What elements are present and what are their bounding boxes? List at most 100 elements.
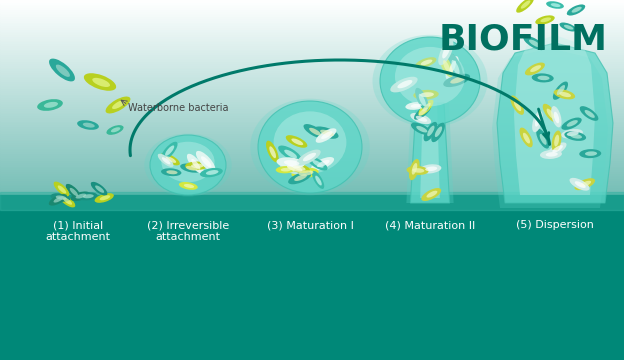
Ellipse shape [90, 182, 107, 195]
Bar [0, 355, 624, 358]
Bar [0, 294, 624, 297]
Bar [0, 206, 624, 209]
Bar [0, 89, 624, 92]
Ellipse shape [284, 160, 300, 166]
Bar [0, 318, 624, 320]
Ellipse shape [76, 194, 86, 199]
Bar [0, 312, 624, 315]
Bar [0, 201, 624, 203]
Ellipse shape [187, 154, 203, 174]
Bar [0, 226, 624, 229]
Ellipse shape [442, 44, 451, 58]
Bar [0, 26, 624, 29]
Bar [0, 0, 624, 2]
Ellipse shape [258, 101, 362, 193]
Bar [0, 76, 624, 79]
Ellipse shape [70, 188, 78, 196]
Bar [0, 46, 624, 49]
Ellipse shape [71, 192, 90, 201]
Ellipse shape [281, 168, 291, 171]
Ellipse shape [192, 159, 200, 170]
Bar [0, 1, 624, 4]
Ellipse shape [276, 166, 295, 173]
Ellipse shape [313, 160, 324, 168]
Bar [0, 80, 624, 83]
Ellipse shape [107, 125, 124, 135]
Ellipse shape [419, 94, 426, 106]
Ellipse shape [77, 120, 99, 130]
Ellipse shape [317, 160, 329, 167]
Bar [0, 193, 624, 196]
Ellipse shape [413, 90, 439, 100]
Bar [0, 228, 624, 230]
Ellipse shape [200, 168, 223, 177]
Bar [0, 166, 624, 169]
Polygon shape [411, 103, 450, 203]
Bar [0, 3, 624, 5]
Bar [0, 35, 624, 38]
Ellipse shape [185, 162, 208, 170]
Ellipse shape [547, 109, 555, 119]
Ellipse shape [447, 53, 463, 80]
Bar [0, 114, 624, 117]
Ellipse shape [158, 154, 173, 167]
Bar [0, 337, 624, 340]
Ellipse shape [184, 184, 194, 188]
Ellipse shape [298, 170, 313, 176]
Ellipse shape [510, 95, 524, 115]
Ellipse shape [415, 57, 436, 68]
Bar [0, 116, 624, 119]
Bar [0, 246, 624, 248]
Bar [0, 296, 624, 299]
Bar [0, 222, 624, 225]
Bar [0, 197, 624, 200]
Ellipse shape [575, 181, 586, 188]
Ellipse shape [564, 25, 573, 30]
Bar [0, 91, 624, 94]
Ellipse shape [100, 195, 110, 200]
Bar [0, 49, 624, 52]
Ellipse shape [421, 59, 432, 65]
Ellipse shape [443, 74, 470, 87]
Bar [0, 78, 624, 81]
Ellipse shape [570, 178, 590, 191]
Bar [0, 235, 624, 238]
Ellipse shape [287, 165, 303, 172]
Bar [0, 21, 624, 23]
Bar [0, 199, 624, 202]
Bar [0, 328, 624, 331]
Bar [0, 98, 624, 101]
Bar [0, 298, 624, 301]
Ellipse shape [521, 0, 530, 9]
Bar [0, 130, 624, 133]
Polygon shape [514, 35, 595, 195]
Bar [0, 53, 624, 56]
Ellipse shape [280, 162, 308, 175]
Ellipse shape [165, 145, 174, 156]
Ellipse shape [530, 65, 541, 72]
Bar [0, 125, 624, 128]
Ellipse shape [321, 131, 333, 139]
Bar [0, 134, 624, 137]
Ellipse shape [250, 99, 370, 195]
Bar [0, 220, 624, 223]
Bar [0, 269, 624, 272]
Ellipse shape [293, 166, 306, 171]
Bar [0, 291, 624, 293]
Ellipse shape [411, 123, 431, 135]
Bar [0, 249, 624, 252]
Ellipse shape [420, 92, 434, 97]
Ellipse shape [390, 77, 417, 93]
Ellipse shape [161, 153, 180, 165]
Ellipse shape [303, 153, 316, 161]
Ellipse shape [294, 174, 307, 181]
Ellipse shape [411, 104, 422, 108]
Ellipse shape [554, 112, 559, 123]
Bar [0, 321, 624, 324]
Bar [0, 265, 624, 268]
Bar [0, 264, 624, 266]
Ellipse shape [449, 61, 456, 73]
Ellipse shape [161, 168, 182, 176]
Bar [0, 85, 624, 88]
Bar [0, 307, 624, 310]
